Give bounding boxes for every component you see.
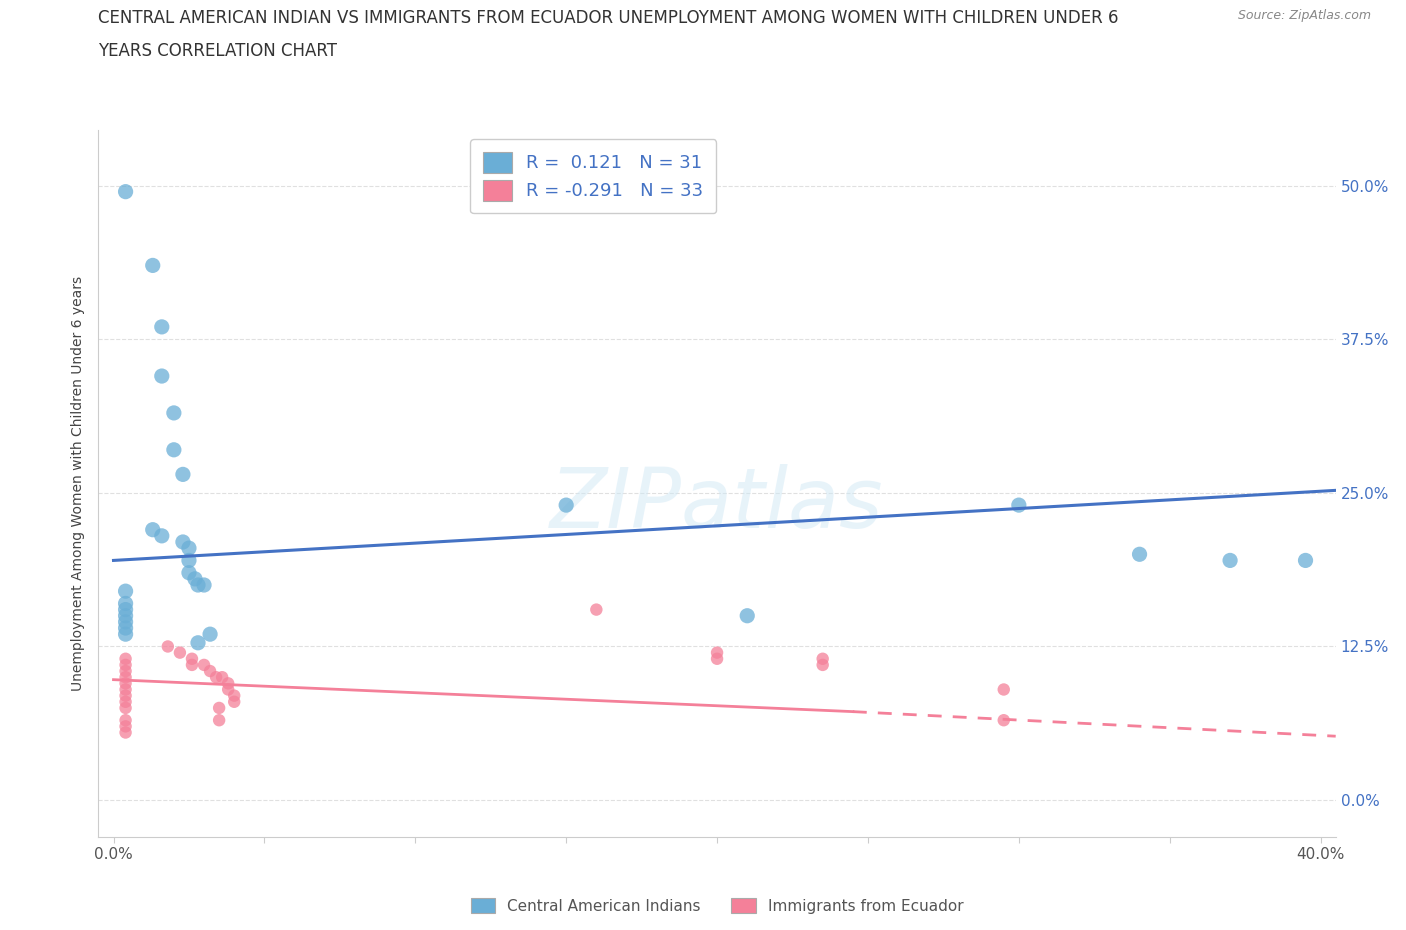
- Point: [114, 615, 136, 630]
- Point: [114, 719, 136, 734]
- Point: [114, 658, 136, 672]
- Point: [198, 627, 221, 642]
- Point: [1008, 498, 1031, 512]
- Point: [208, 700, 231, 715]
- Point: [114, 700, 136, 715]
- Point: [114, 184, 136, 199]
- Point: [172, 535, 194, 550]
- Point: [193, 578, 215, 592]
- Text: CENTRAL AMERICAN INDIAN VS IMMIGRANTS FROM ECUADOR UNEMPLOYMENT AMONG WOMEN WITH: CENTRAL AMERICAN INDIAN VS IMMIGRANTS FR…: [98, 9, 1119, 27]
- Text: Source: ZipAtlas.com: Source: ZipAtlas.com: [1237, 9, 1371, 22]
- Point: [811, 658, 834, 672]
- Point: [993, 712, 1015, 727]
- Point: [217, 676, 239, 691]
- Point: [172, 467, 194, 482]
- Point: [114, 584, 136, 599]
- Point: [181, 651, 204, 666]
- Point: [224, 688, 246, 703]
- Point: [811, 651, 834, 666]
- Point: [208, 712, 231, 727]
- Point: [142, 523, 165, 538]
- Point: [187, 578, 209, 592]
- Y-axis label: Unemployment Among Women with Children Under 6 years: Unemployment Among Women with Children U…: [72, 276, 86, 691]
- Point: [114, 712, 136, 727]
- Point: [211, 670, 233, 684]
- Point: [706, 651, 728, 666]
- Point: [163, 405, 186, 420]
- Point: [114, 620, 136, 635]
- Point: [142, 258, 165, 272]
- Point: [114, 664, 136, 679]
- Point: [555, 498, 578, 512]
- Point: [181, 658, 204, 672]
- Point: [177, 565, 200, 580]
- Text: YEARS CORRELATION CHART: YEARS CORRELATION CHART: [98, 42, 337, 60]
- Point: [150, 319, 173, 334]
- Point: [114, 602, 136, 617]
- Point: [114, 627, 136, 642]
- Point: [114, 596, 136, 611]
- Point: [1219, 553, 1241, 568]
- Point: [114, 682, 136, 697]
- Point: [993, 682, 1015, 697]
- Point: [198, 664, 221, 679]
- Point: [114, 725, 136, 740]
- Point: [1295, 553, 1317, 568]
- Point: [114, 670, 136, 684]
- Point: [177, 540, 200, 555]
- Point: [184, 571, 207, 586]
- Point: [114, 608, 136, 623]
- Point: [205, 670, 228, 684]
- Point: [224, 695, 246, 710]
- Point: [1128, 547, 1150, 562]
- Legend: Central American Indians, Immigrants from Ecuador: Central American Indians, Immigrants fro…: [463, 890, 972, 922]
- Point: [187, 635, 209, 650]
- Point: [585, 602, 607, 617]
- Point: [114, 651, 136, 666]
- Point: [114, 688, 136, 703]
- Point: [156, 639, 179, 654]
- Point: [114, 676, 136, 691]
- Point: [193, 658, 215, 672]
- Point: [177, 553, 200, 568]
- Text: ZIPatlas: ZIPatlas: [550, 464, 884, 545]
- Point: [706, 645, 728, 660]
- Point: [114, 695, 136, 710]
- Point: [150, 368, 173, 383]
- Point: [150, 528, 173, 543]
- Point: [163, 443, 186, 458]
- Point: [735, 608, 758, 623]
- Point: [169, 645, 191, 660]
- Point: [217, 682, 239, 697]
